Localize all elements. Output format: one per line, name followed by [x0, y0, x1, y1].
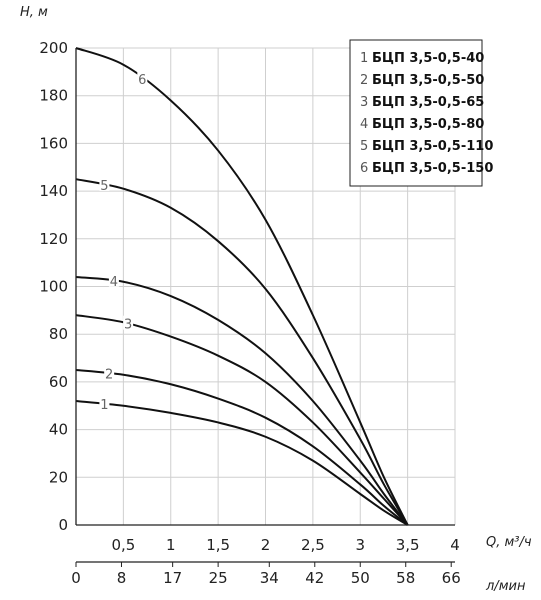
series-line-4 [75, 275, 409, 526]
curve-label-bg [99, 176, 110, 191]
series-line-3 [75, 314, 409, 526]
legend-number: 4 [360, 117, 368, 132]
curve-label-bg [137, 71, 148, 86]
x2-tick-label: 42 [305, 569, 324, 587]
y-tick-label: 180 [39, 87, 68, 105]
x2-tick-label: 34 [260, 569, 279, 587]
x2-axis-title: л/мин [485, 579, 526, 594]
grid [76, 47, 456, 526]
legend-entry: БЦП 3,5-0,5-150 [372, 161, 493, 176]
legend-entry: БЦП 3,5-0,5-50 [372, 73, 484, 88]
x-tick-label: 4 [450, 536, 460, 554]
x2-tick-label: 50 [351, 569, 370, 587]
curve-label-1: 1 [100, 398, 108, 413]
y-tick-label: 200 [39, 39, 68, 57]
y-tick-label: 160 [39, 134, 68, 152]
y-tick-label: 80 [49, 325, 68, 343]
legend-box [349, 39, 483, 187]
x-tick-label: 3 [355, 536, 365, 554]
curve-label-bg [99, 395, 110, 410]
curve-label-3: 3 [124, 318, 132, 333]
curve-label-6: 6 [138, 73, 146, 88]
legend-number: 6 [360, 161, 368, 176]
legend-number: 2 [360, 73, 368, 88]
curve-label-4: 4 [110, 275, 118, 290]
x2-tick-label: 25 [209, 569, 228, 587]
y-tick-label: 100 [39, 278, 68, 296]
x2-tick-label: 58 [396, 569, 415, 587]
y-tick-label: 120 [39, 230, 68, 248]
y-tick-label: 60 [49, 373, 68, 391]
curve-label-bg [104, 365, 115, 380]
y-tick-label: 40 [49, 421, 68, 439]
x-axis-title: Q, м³/ч [486, 535, 532, 550]
series-line-5 [75, 178, 409, 526]
legend-number: 3 [360, 95, 368, 110]
x2-tick-label: 17 [163, 569, 182, 587]
x-tick-label: 2,5 [301, 536, 325, 554]
legend-entry: БЦП 3,5-0,5-80 [372, 117, 484, 132]
legend-entry: БЦП 3,5-0,5-40 [372, 51, 484, 66]
curves: 1 2 3 4 5 6 [75, 47, 409, 526]
y-axis-title: H, м [20, 5, 48, 20]
legend: 1 БЦП 3,5-0,5-40 2 БЦП 3,5-0,5-50 3 БЦП 3,5-0… [349, 39, 493, 187]
series-line-2 [75, 368, 409, 526]
legend-entry: БЦП 3,5-0,5-110 [372, 139, 493, 154]
x-tick-label: 3,5 [396, 536, 420, 554]
curve-label-bg [108, 272, 119, 287]
curve-label-bg [123, 315, 134, 330]
series-line-1 [75, 399, 409, 526]
x-tick-label: 1 [166, 536, 176, 554]
legend-number: 1 [360, 51, 368, 66]
legend-entry: БЦП 3,5-0,5-65 [372, 95, 484, 110]
x-tick-label: 1,5 [206, 536, 230, 554]
x2-tick-label: 66 [442, 569, 461, 587]
y-tick-label: 0 [58, 516, 68, 534]
y-tick-label: 140 [39, 182, 68, 200]
x-tick-label: 0,5 [111, 536, 135, 554]
x2-tick-label: 0 [71, 569, 81, 587]
x2-tick-label: 8 [117, 569, 127, 587]
y-tick-label: 20 [49, 468, 68, 486]
curve-label-2: 2 [105, 367, 113, 382]
x-tick-label: 2 [261, 536, 271, 554]
curve-label-5: 5 [100, 179, 108, 194]
legend-number: 5 [360, 139, 368, 154]
